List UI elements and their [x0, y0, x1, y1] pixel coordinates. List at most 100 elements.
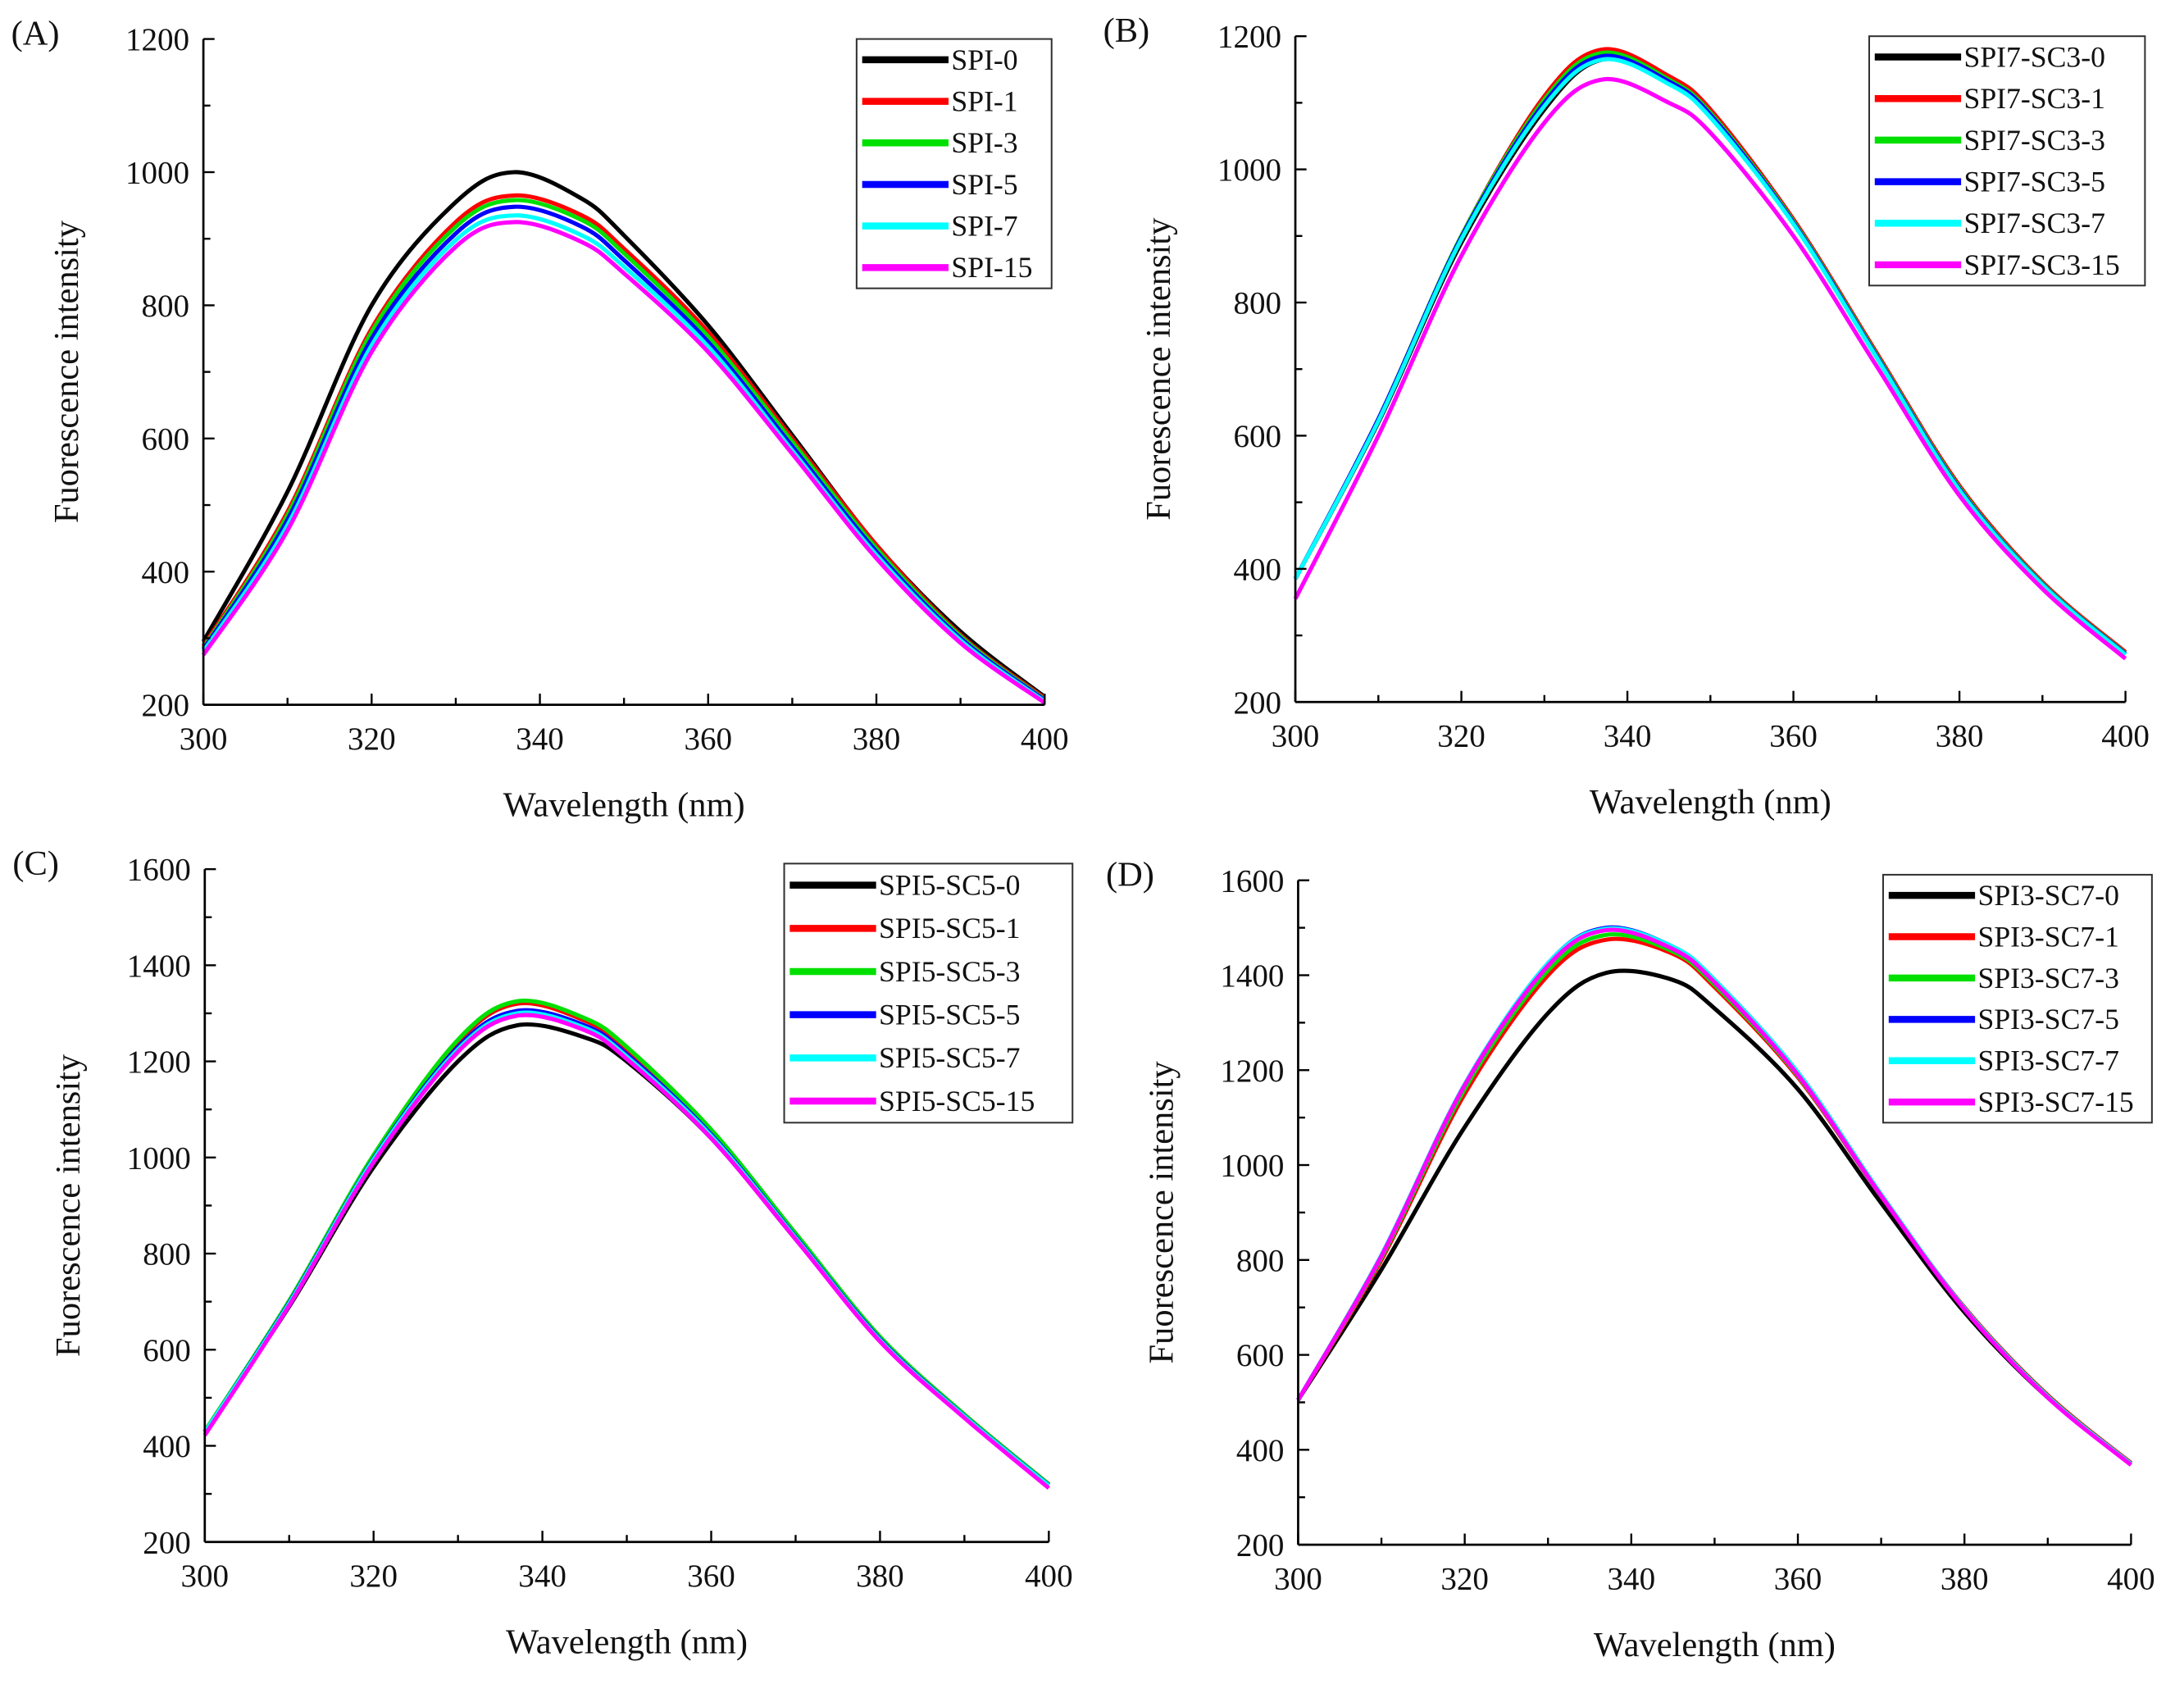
x-axis-title: Wavelength (nm) — [503, 786, 745, 825]
y-tick-label: 1200 — [125, 22, 189, 57]
legend-label: SPI3-SC7-15 — [1978, 1085, 2134, 1118]
series-line-SPI7-SC3-15 — [1293, 76, 2127, 661]
y-axis-title: Fuorescence intensity — [48, 220, 86, 523]
panel-a: 300 320 340 360 380 400 200 400 600 800 1000 1200 Wa… — [11, 14, 1069, 824]
x-tick-label: 340 — [1604, 719, 1652, 754]
x-tick-label: 400 — [1021, 721, 1069, 757]
y-tick-label: 200 — [143, 1525, 191, 1560]
x-tick-label: 300 — [1272, 719, 1320, 754]
legend-label: SPI-5 — [951, 168, 1017, 201]
legend-label: SPI7-SC3-0 — [1964, 40, 2105, 73]
x-axis-title: Wavelength (nm) — [1590, 783, 1831, 822]
x-tick-label: 340 — [516, 721, 564, 757]
x-tick-label: 380 — [853, 721, 901, 757]
y-tick-label: 800 — [142, 289, 190, 324]
legend-label: SPI7-SC3-7 — [1964, 207, 2105, 239]
y-axis-title: Fuorescence intensity — [1140, 217, 1178, 521]
legend-label: SPI-15 — [951, 251, 1032, 284]
x-tick-label: 340 — [518, 1559, 566, 1594]
panel-label: (D) — [1106, 856, 1154, 894]
y-tick-label: 800 — [143, 1237, 191, 1272]
legend-label: SPI3-SC7-3 — [1978, 962, 2119, 994]
y-tick-label: 800 — [1233, 286, 1281, 321]
x-tick-label: 340 — [1608, 1561, 1656, 1596]
y-tick-label: 1000 — [1220, 1149, 1284, 1184]
x-tick-label: 300 — [180, 721, 228, 757]
y-tick-label: 1000 — [1217, 152, 1281, 188]
x-tick-label: 360 — [1769, 719, 1818, 754]
series-line-SPI5-SC5-15 — [202, 1013, 1050, 1491]
x-tick-label: 320 — [1440, 1561, 1489, 1596]
legend-box — [1868, 35, 2146, 287]
legend-label: SPI5-SC5-0 — [879, 869, 1020, 902]
y-tick-label: 800 — [1236, 1243, 1285, 1278]
x-axis-title: Wavelength (nm) — [1594, 1626, 1836, 1664]
y-tick-label: 600 — [1233, 419, 1281, 454]
panel-b: 300 320 340 360 380 400 200 400 600 800 1000 1200 Wa… — [1103, 11, 2150, 822]
y-tick-label: 1600 — [127, 853, 191, 888]
x-tick-label: 360 — [687, 1559, 735, 1594]
legend-label: SPI7-SC3-5 — [1964, 165, 2105, 198]
legend: SPI3-SC7-0 SPI3-SC7-1 SPI3-SC7-3 SPI3-SC7-5… — [1881, 873, 2153, 1124]
x-tick-label: 400 — [2101, 719, 2150, 754]
y-tick-label: 400 — [1233, 552, 1281, 587]
y-tick-label: 200 — [142, 688, 190, 723]
legend-label: SPI3-SC7-7 — [1978, 1045, 2119, 1077]
x-tick-label: 300 — [180, 1559, 229, 1594]
series-line-SPI7-SC3-7 — [1293, 57, 2127, 657]
y-tick-label: 400 — [142, 555, 190, 590]
legend-label: SPI5-SC5-15 — [879, 1085, 1035, 1117]
legend-label: SPI5-SC5-3 — [879, 955, 1020, 988]
legend-label: SPI7-SC3-15 — [1964, 248, 2120, 281]
legend-label: SPI3-SC7-0 — [1978, 879, 2119, 912]
legend-box — [855, 38, 1053, 289]
x-tick-label: 320 — [1437, 719, 1486, 754]
x-tick-label: 400 — [2107, 1561, 2155, 1596]
panel-label: (C) — [12, 844, 59, 883]
series-line-SPI3-SC7-15 — [1296, 927, 2132, 1467]
y-tick-label: 1400 — [127, 949, 191, 984]
panel-label: (A) — [11, 14, 60, 52]
y-axis-title: Fuorescence intensity — [1143, 1061, 1181, 1364]
legend-label: SPI3-SC7-5 — [1978, 1003, 2119, 1035]
legend-label: SPI-1 — [951, 84, 1017, 117]
y-axis-title: Fuorescence intensity — [49, 1054, 88, 1357]
y-tick-label: 200 — [1233, 685, 1281, 721]
x-tick-label: 360 — [1774, 1561, 1822, 1596]
legend-label: SPI7-SC3-1 — [1964, 82, 2105, 115]
panel-c: 300 320 340 360 380 400 200 400 600 800 1000 1200 14… — [12, 844, 1074, 1662]
y-tick-label: 1200 — [127, 1045, 191, 1080]
x-axis-title: Wavelength (nm) — [506, 1623, 748, 1662]
legend-box — [783, 862, 1074, 1124]
panel-label: (B) — [1103, 11, 1150, 50]
panel-d: 300 320 340 360 380 400 200 400 600 800 1000 1200 14… — [1106, 856, 2155, 1665]
series-line-SPI-3 — [201, 198, 1046, 702]
y-tick-label: 1000 — [125, 156, 189, 191]
y-tick-label: 1400 — [1220, 958, 1284, 994]
y-tick-label: 600 — [143, 1333, 191, 1368]
x-tick-label: 300 — [1274, 1561, 1322, 1596]
y-tick-label: 1200 — [1217, 20, 1281, 55]
x-tick-label: 320 — [348, 721, 396, 757]
legend: SPI5-SC5-0 SPI5-SC5-1 SPI5-SC5-3 SPI5-SC5-5… — [783, 862, 1074, 1124]
x-tick-label: 380 — [856, 1559, 904, 1594]
legend-label: SPI5-SC5-5 — [879, 999, 1020, 1031]
y-tick-label: 1200 — [1220, 1054, 1284, 1089]
legend-box — [1881, 873, 2153, 1124]
y-tick-label: 600 — [142, 421, 190, 457]
x-tick-label: 400 — [1025, 1559, 1073, 1594]
y-tick-label: 400 — [1236, 1433, 1285, 1468]
legend-label: SPI7-SC3-3 — [1964, 124, 2105, 157]
legend-label: SPI5-SC5-7 — [879, 1041, 1020, 1074]
y-tick-label: 400 — [143, 1429, 191, 1464]
legend: SPI7-SC3-0 SPI7-SC3-1 SPI7-SC3-3 SPI7-SC3-5… — [1868, 35, 2146, 287]
legend-label: SPI5-SC5-1 — [879, 912, 1020, 944]
legend-label: SPI-0 — [951, 43, 1017, 76]
x-tick-label: 320 — [349, 1559, 398, 1594]
series-line-SPI-7 — [201, 213, 1046, 703]
x-tick-label: 360 — [684, 721, 732, 757]
legend: SPI-0 SPI-1 SPI-3 SPI-5 SPI-7 SPI-15 — [855, 38, 1053, 289]
y-tick-label: 1600 — [1220, 863, 1284, 899]
x-tick-label: 380 — [1941, 1561, 1989, 1596]
y-tick-label: 600 — [1236, 1338, 1285, 1373]
